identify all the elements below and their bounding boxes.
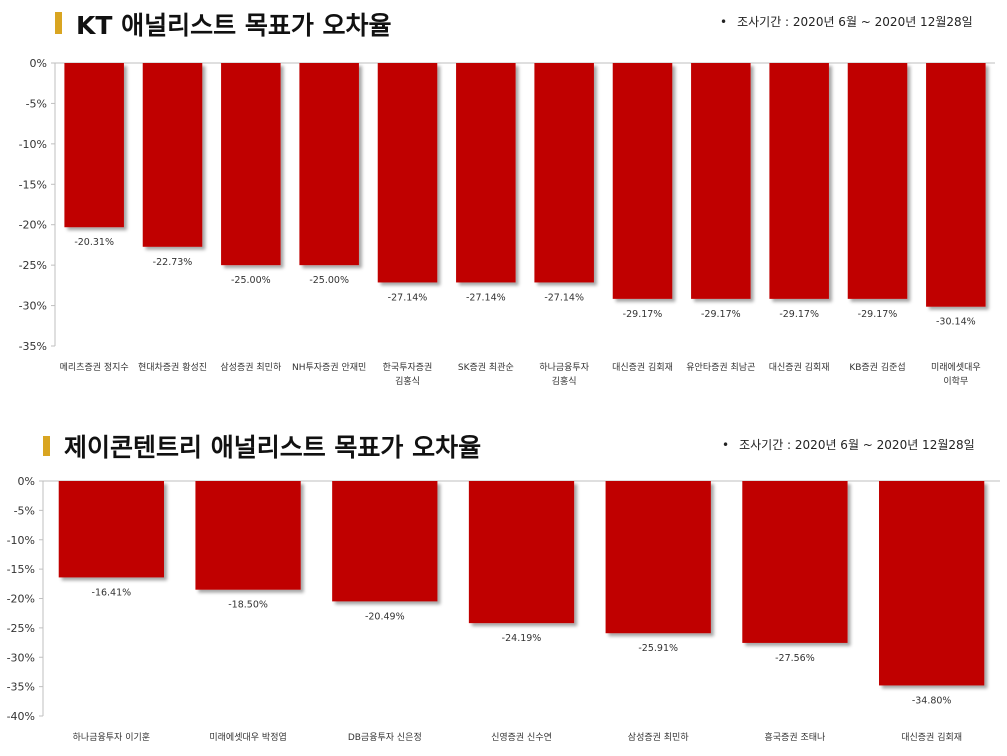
category-label: 하나금융투자 [539, 362, 589, 373]
data-label: -27.14% [544, 292, 584, 303]
bar [58, 481, 164, 578]
y-tick-label: -20% [19, 219, 47, 232]
data-label: -34.80% [912, 695, 952, 706]
data-label: -25.91% [638, 643, 678, 654]
data-label: -20.49% [365, 611, 405, 622]
y-tick-label: -15% [7, 563, 35, 576]
bar [691, 63, 751, 299]
title-accent-bar [43, 436, 50, 456]
category-label: 삼성증권 최민하 [220, 361, 282, 373]
category-label: 흥국증권 조태나 [765, 731, 826, 743]
y-tick-label: -25% [19, 259, 47, 272]
bar [64, 63, 124, 228]
data-label: -27.14% [466, 292, 506, 303]
category-label: 현대차증권 황성진 [138, 361, 207, 373]
survey-period-text: 조사기간 : 2020년 6월 ~ 2020년 12월28일 [737, 15, 973, 29]
y-tick-label: -15% [19, 178, 47, 191]
data-label: -27.14% [388, 292, 428, 303]
bar [926, 63, 986, 307]
y-tick-label: -5% [26, 97, 47, 110]
category-label: 하나금융투자 이기훈 [73, 731, 150, 743]
y-tick-label: 0% [30, 57, 47, 70]
data-label: -18.50% [228, 600, 268, 611]
y-tick-label: -35% [19, 340, 47, 353]
bar [332, 481, 438, 602]
survey-period-note: • 조사기간 : 2020년 6월 ~ 2020년 12월28일 [722, 436, 975, 453]
chart-title: 제이콘텐트리 애널리스트 목표가 오차율 [64, 433, 482, 462]
data-label: -29.17% [701, 309, 741, 320]
category-label: 한국투자증권 [383, 361, 433, 373]
data-label: -25.00% [309, 275, 349, 286]
data-label: -24.19% [502, 633, 542, 644]
category-label: 김홍식 [395, 375, 420, 387]
bar [456, 63, 516, 283]
data-label: -22.73% [153, 257, 193, 268]
category-label: 삼성증권 최민하 [628, 731, 690, 743]
data-label: -27.56% [775, 653, 815, 664]
data-label: -30.14% [936, 317, 976, 328]
y-tick-label: -20% [7, 593, 35, 606]
y-tick-label: -10% [7, 534, 35, 547]
category-label: 대신증권 김회재 [769, 361, 830, 373]
bullet-icon: • [720, 15, 728, 29]
bar [742, 481, 848, 643]
data-label: -25.00% [231, 275, 271, 286]
bar [605, 481, 711, 634]
y-tick-label: -30% [7, 651, 35, 664]
category-label: 김홍식 [552, 375, 577, 387]
category-label: NH투자증권 안재민 [292, 361, 366, 373]
y-tick-label: 0% [18, 475, 35, 488]
chart-title: KT 애널리스트 목표가 오차율 [76, 11, 392, 40]
category-label: 대신증권 김회재 [901, 731, 962, 743]
bar [612, 63, 673, 299]
bar [142, 63, 203, 247]
data-label: -29.17% [779, 309, 819, 320]
y-tick-label: -5% [14, 504, 35, 517]
survey-period-note: • 조사기간 : 2020년 6월 ~ 2020년 12월28일 [720, 13, 973, 30]
data-label: -16.41% [92, 587, 132, 598]
bar [847, 63, 908, 299]
data-label: -29.17% [858, 309, 898, 320]
bar [195, 481, 301, 590]
bullet-icon: • [722, 438, 730, 452]
bar [769, 63, 829, 299]
data-label: -20.31% [74, 237, 114, 248]
y-tick-label: -25% [7, 622, 35, 635]
category-label: 신영증권 신수연 [491, 731, 552, 743]
category-label: 메리츠증권 정지수 [60, 361, 129, 373]
y-tick-label: -10% [19, 138, 47, 151]
bar [534, 63, 594, 283]
category-label: SK증권 최관순 [458, 361, 514, 373]
bar [377, 63, 438, 283]
category-label: 이학무 [943, 376, 968, 387]
category-label: 대신증권 김회재 [612, 361, 673, 373]
survey-period-text: 조사기간 : 2020년 6월 ~ 2020년 12월28일 [739, 438, 975, 452]
data-label: -29.17% [623, 309, 663, 320]
category-label: 미래에셋대우 [931, 362, 981, 373]
y-tick-label: -40% [7, 710, 35, 723]
category-label: 유안타증권 최남곤 [686, 361, 755, 373]
bar [468, 481, 575, 624]
y-tick-label: -30% [19, 300, 47, 313]
category-label: KB증권 김준섭 [849, 361, 905, 373]
category-label: DB금융투자 신은정 [348, 732, 422, 743]
bar [879, 481, 985, 686]
title-accent-bar [55, 12, 62, 34]
category-label: 미래에셋대우 박정엽 [209, 732, 286, 743]
y-tick-label: -35% [7, 681, 35, 694]
bar [299, 63, 359, 266]
bar [221, 63, 281, 266]
